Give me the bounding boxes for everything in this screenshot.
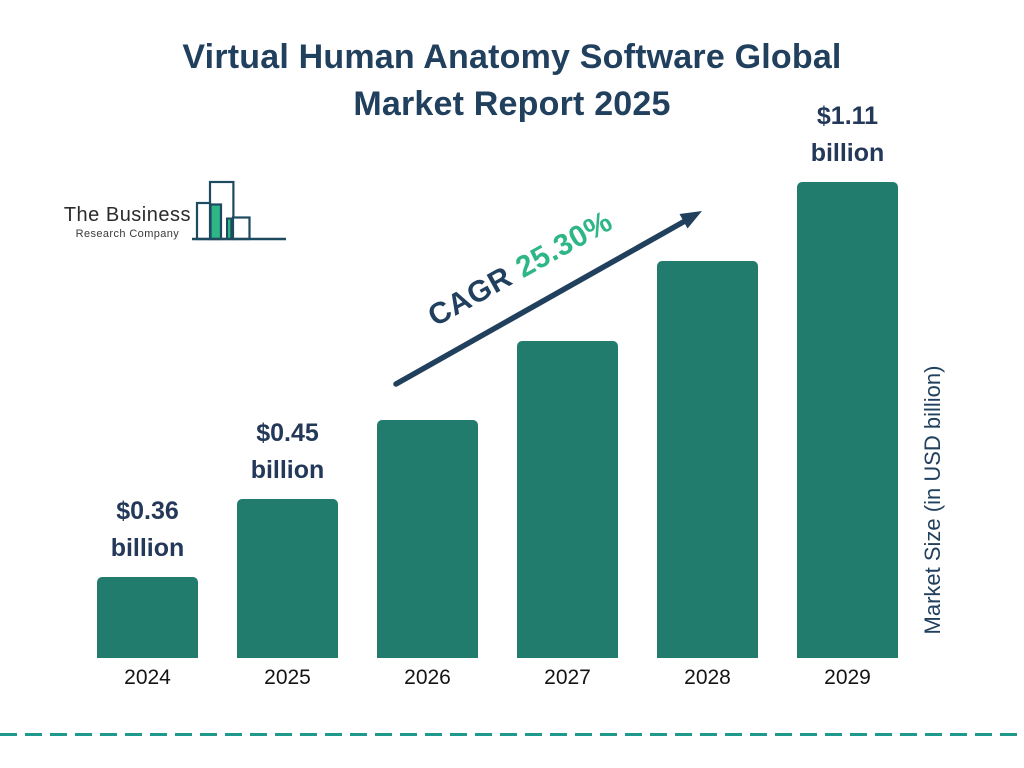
bar-2028 xyxy=(657,261,758,658)
value-label-2025: $0.45 billion xyxy=(250,419,325,484)
bar-2029 xyxy=(797,182,898,658)
company-name: The Business xyxy=(63,204,191,226)
bar-chart-logo-icon xyxy=(192,180,286,241)
cagr-value: 25.30% xyxy=(510,204,618,285)
footer-dashed-divider xyxy=(0,733,1024,736)
x-tick-2028: 2028 xyxy=(684,666,731,689)
value-label-2024: $0.36 billion xyxy=(110,497,185,562)
value-label-2029: $1.11 billion xyxy=(810,102,885,167)
x-tick-2026: 2026 xyxy=(404,666,451,689)
x-tick-2029: 2029 xyxy=(824,666,871,689)
page-title-line1: Virtual Human Anatomy Software Global xyxy=(182,38,842,76)
bar-2025 xyxy=(237,499,338,658)
cagr-annotation: CAGR25.30% xyxy=(390,187,654,358)
company-subname: Research Company xyxy=(75,228,180,240)
cagr-label: CAGR xyxy=(422,260,518,334)
bar-2024 xyxy=(97,577,198,658)
company-logo: The Business Research Company xyxy=(64,178,298,248)
page-title-line2: Market Report 2025 xyxy=(353,85,671,123)
x-tick-2025: 2025 xyxy=(264,666,311,689)
y-axis-label: Market Size (in USD billion) xyxy=(920,365,945,635)
bar-2026 xyxy=(377,420,478,658)
x-tick-2024: 2024 xyxy=(124,666,171,689)
page-title: Virtual Human Anatomy Software Global Ma… xyxy=(0,34,1024,128)
bar-2027 xyxy=(517,341,618,658)
x-tick-2027: 2027 xyxy=(544,666,591,689)
company-logo-text: The Business Research Company xyxy=(64,204,191,240)
